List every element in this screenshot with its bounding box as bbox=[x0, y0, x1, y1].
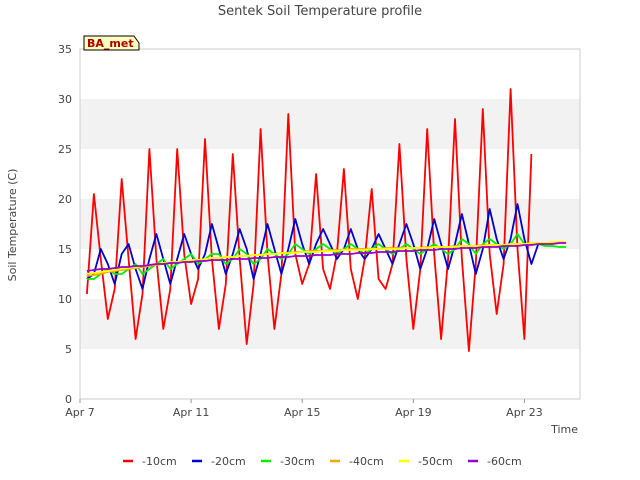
y-tick-label: 5 bbox=[65, 343, 72, 356]
legend-item: -40cm bbox=[330, 455, 384, 468]
grid-band bbox=[80, 99, 580, 149]
legend-item: -60cm bbox=[468, 455, 522, 468]
legend-item: -10cm bbox=[123, 455, 177, 468]
legend-label: -50cm bbox=[418, 455, 453, 468]
x-axis: Apr 7 Apr 11 Apr 15 Apr 19 Apr 23 bbox=[65, 399, 543, 419]
x-tick-label: Apr 15 bbox=[284, 406, 321, 419]
legend-label: -40cm bbox=[349, 455, 384, 468]
x-tick-label: Apr 19 bbox=[395, 406, 432, 419]
y-tick-label: 25 bbox=[58, 143, 72, 156]
y-axis: 0 5 10 15 20 25 30 35 bbox=[58, 43, 72, 406]
y-tick-label: 35 bbox=[58, 43, 72, 56]
legend-label: -60cm bbox=[487, 455, 522, 468]
x-tick-label: Apr 23 bbox=[506, 406, 543, 419]
y-tick-label: 30 bbox=[58, 93, 72, 106]
y-tick-label: 0 bbox=[65, 393, 72, 406]
legend: -10cm -20cm -30cm -40cm -50cm -60cm bbox=[123, 455, 522, 468]
legend-item: -20cm bbox=[192, 455, 246, 468]
series-lines bbox=[86, 88, 567, 352]
series-line-50cm bbox=[86, 241, 567, 275]
legend-label: -10cm bbox=[142, 455, 177, 468]
station-label-box: BA_met bbox=[83, 35, 140, 51]
station-label: BA_met bbox=[87, 37, 134, 50]
x-axis-label: Time bbox=[550, 423, 578, 436]
chart-title: Sentek Soil Temperature profile bbox=[218, 4, 422, 19]
y-tick-label: 15 bbox=[58, 243, 72, 256]
legend-label: -20cm bbox=[211, 455, 246, 468]
grid-band bbox=[80, 299, 580, 349]
y-tick-label: 10 bbox=[58, 293, 72, 306]
series-line-60cm bbox=[86, 242, 567, 272]
legend-label: -30cm bbox=[280, 455, 315, 468]
legend-item: -30cm bbox=[261, 455, 315, 468]
series-line-20cm bbox=[86, 203, 540, 290]
x-tick-label: Apr 7 bbox=[65, 406, 95, 419]
plot-border bbox=[79, 48, 581, 400]
x-tick-label: Apr 11 bbox=[173, 406, 210, 419]
y-tick-label: 20 bbox=[58, 193, 72, 206]
legend-item: -50cm bbox=[399, 455, 453, 468]
y-axis-label: Soil Temperature (C) bbox=[6, 169, 19, 282]
